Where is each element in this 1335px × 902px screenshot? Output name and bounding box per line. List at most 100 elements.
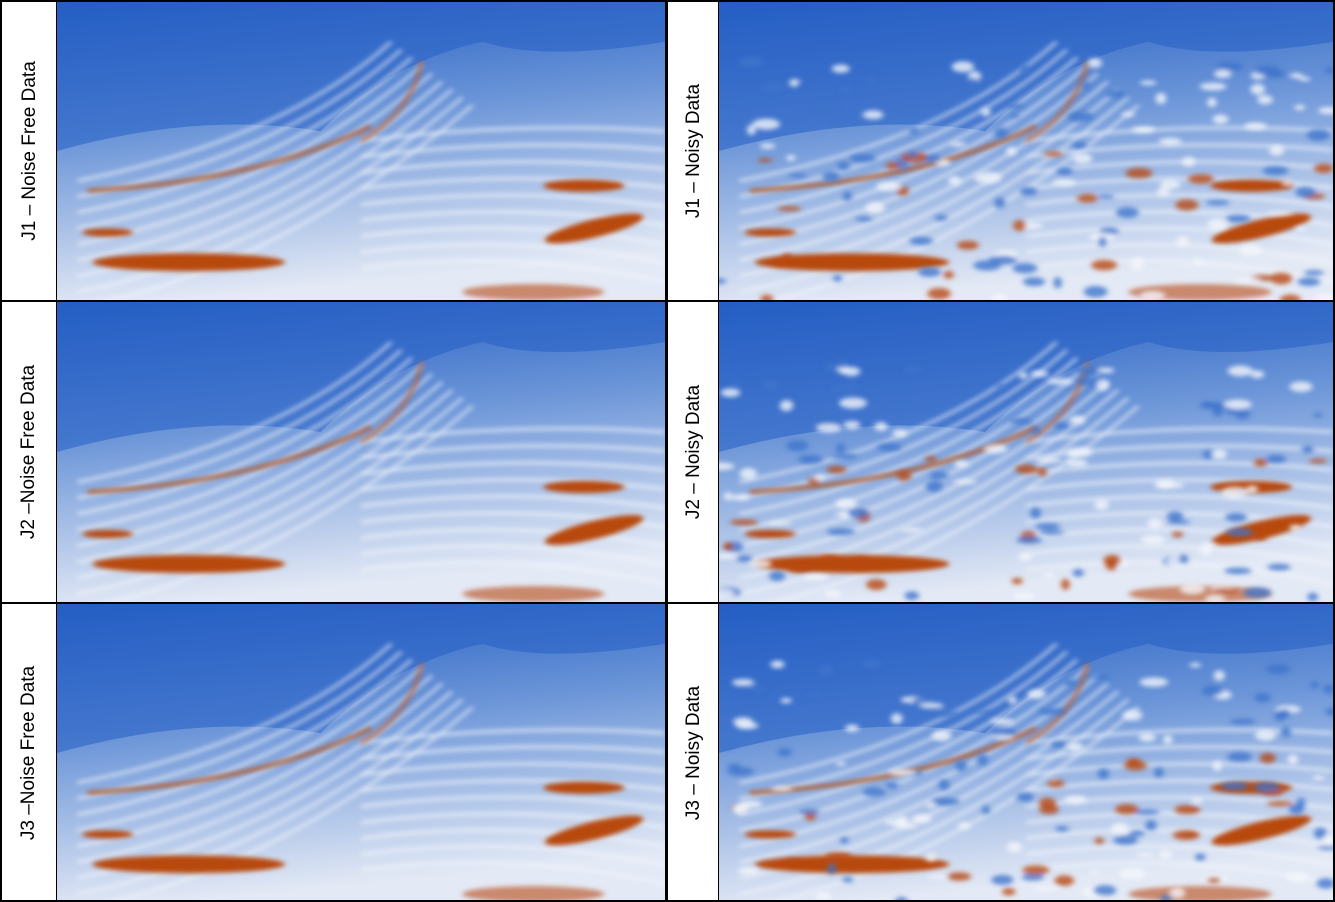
streak	[754, 855, 950, 874]
streak	[1211, 515, 1312, 545]
streak	[544, 815, 644, 846]
noise-blob	[1067, 742, 1084, 752]
noise-blob	[1083, 285, 1108, 298]
noise-blob	[1158, 137, 1182, 146]
band	[76, 658, 413, 817]
noise-blob	[1018, 552, 1032, 562]
band	[360, 828, 665, 849]
noise-blob	[953, 479, 977, 485]
noise-blob	[1139, 80, 1157, 86]
noise-blob	[840, 381, 858, 392]
noise-blob	[1314, 163, 1333, 173]
band	[1025, 142, 1333, 159]
noise-blob	[954, 460, 969, 468]
noise-blob	[722, 743, 734, 749]
noise-blob	[782, 253, 793, 261]
noise-blob	[1216, 61, 1244, 72]
noise-blob	[892, 429, 908, 438]
noise-blob	[1067, 111, 1094, 123]
noise-blob	[1021, 873, 1045, 881]
noise-blob	[1225, 528, 1253, 537]
band	[360, 761, 665, 777]
noise-blob	[955, 760, 968, 772]
noise-blob	[1138, 732, 1156, 742]
noise-blob	[929, 471, 949, 480]
noise-blob	[1091, 259, 1118, 271]
noise-blob	[1207, 97, 1217, 108]
noise-blob	[1227, 752, 1253, 762]
noise-blob	[908, 150, 917, 158]
noise-blob	[911, 814, 932, 824]
noise-blob	[1131, 264, 1143, 271]
streak	[462, 284, 605, 300]
band	[1025, 761, 1333, 777]
noise-blob	[1250, 370, 1265, 379]
noise-blob	[786, 154, 796, 162]
noise-blob	[988, 255, 1018, 265]
noise-blob	[720, 388, 741, 398]
noise-blob	[1254, 692, 1271, 703]
band	[76, 48, 403, 199]
noise-blob	[909, 127, 919, 135]
noise-blob	[768, 570, 786, 582]
noise-blob	[826, 528, 856, 536]
noise-blob	[1229, 718, 1256, 725]
noise-blob	[1006, 146, 1017, 156]
noise-blob	[1113, 835, 1138, 845]
noise-blob	[811, 102, 837, 109]
noise-blob	[826, 466, 847, 474]
grid-rule	[1333, 0, 1335, 902]
noise-blob	[876, 181, 902, 192]
streak	[754, 253, 950, 272]
brown-streaks	[82, 361, 644, 602]
noise-blob	[1182, 156, 1196, 167]
noise-blob	[1031, 886, 1060, 891]
noise-blob	[1097, 194, 1115, 199]
label-text: J2 –Noise Free Data	[18, 364, 40, 540]
noise-blob	[1298, 76, 1311, 82]
noise-blob	[1016, 792, 1034, 802]
noise-blob	[824, 363, 838, 371]
band	[360, 193, 665, 209]
noise-blob	[1147, 517, 1163, 530]
noise-blob	[1310, 681, 1319, 689]
noise-blob	[1239, 244, 1263, 256]
noise-blob	[957, 822, 971, 830]
band	[739, 80, 1109, 262]
noise-blob	[835, 761, 846, 766]
noise-blob	[1225, 512, 1247, 522]
image-panel	[57, 604, 665, 902]
band	[360, 426, 665, 444]
band	[739, 698, 1130, 896]
noise-blob	[1075, 365, 1102, 375]
noise-blob	[746, 124, 756, 136]
streak	[544, 515, 644, 545]
noise-blob	[805, 692, 821, 698]
noise-blob	[1296, 797, 1306, 809]
dark-region	[57, 302, 665, 452]
band	[76, 650, 403, 801]
band	[76, 698, 464, 896]
noise-blob	[1306, 129, 1331, 141]
band	[76, 80, 444, 262]
noise-blob	[885, 162, 901, 170]
band	[76, 396, 464, 596]
band	[76, 40, 393, 183]
noise-blob	[1012, 220, 1026, 231]
noise-blob	[1121, 111, 1136, 117]
noise-blob	[1265, 454, 1287, 464]
noise-blob	[1054, 875, 1075, 886]
noise-blob	[1207, 218, 1228, 231]
noise-blob	[1297, 277, 1321, 287]
noise-blob	[1223, 399, 1252, 410]
image-panel	[719, 604, 1333, 902]
streak-line	[749, 425, 1037, 494]
noise-blob	[956, 240, 979, 250]
band	[106, 104, 474, 300]
streak-line	[1025, 61, 1089, 143]
noise-blob	[1038, 708, 1067, 716]
streak	[543, 179, 625, 192]
streak	[82, 530, 133, 538]
noise-blob	[1034, 457, 1063, 463]
noise-blob	[1317, 845, 1333, 850]
